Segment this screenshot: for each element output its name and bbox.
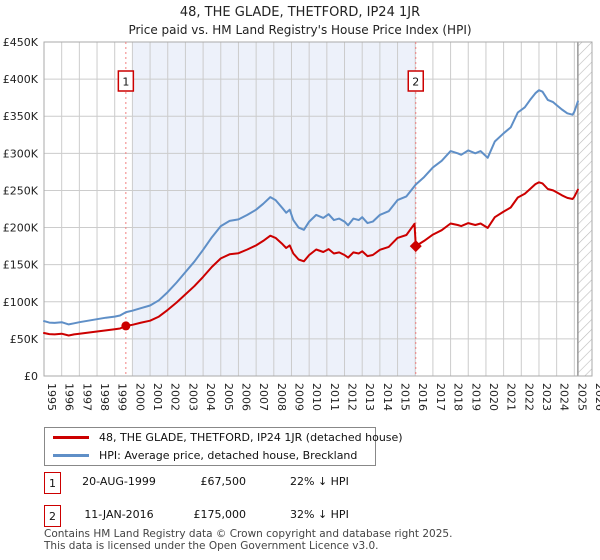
chart-legend: 48, THE GLADE, THETFORD, IP24 1JR (detac…: [44, 427, 403, 466]
sale-number-box: [117, 70, 135, 92]
y-axis-tick-label: £50K: [10, 333, 39, 346]
y-axis-tick-label: £0: [24, 370, 38, 383]
y-axis-tick-label: £250K: [3, 184, 39, 197]
x-axis-tick-label: 2003: [186, 383, 199, 411]
x-axis-tick-label: 2023: [540, 383, 553, 411]
x-axis-tick-label: 2013: [363, 383, 376, 411]
hpi-line-swatch: [53, 454, 89, 457]
transaction-1-price: £67,500: [200, 475, 247, 488]
footer-line-1: Contains HM Land Registry data © Crown c…: [44, 528, 453, 540]
x-axis-tick-label: 2004: [204, 383, 217, 411]
x-axis-tick-label: 2025: [575, 383, 588, 411]
transaction-row: 2 11-JAN-2016 £175,000 32% ↓ HPI: [0, 505, 600, 527]
y-axis-tick-label: £100K: [3, 296, 39, 309]
x-axis-tick-label: 2016: [416, 383, 429, 411]
x-axis-tick-label: 1999: [116, 383, 129, 411]
x-axis-tick-label: 2008: [275, 383, 288, 411]
footer-line-2: This data is licensed under the Open Gov…: [44, 539, 379, 552]
y-axis-tick-label: £150K: [3, 259, 39, 272]
legend-label-property: 48, THE GLADE, THETFORD, IP24 1JR (detac…: [99, 431, 403, 444]
x-axis-tick-label: 2017: [434, 383, 447, 411]
x-axis-tick-label: 2011: [328, 383, 341, 411]
x-axis-tick-label: 2021: [505, 383, 518, 411]
transaction-2-marker: 2: [44, 505, 61, 527]
y-axis-tick-label: £350K: [3, 110, 39, 123]
property-line-swatch: [53, 436, 89, 439]
x-axis-tick-label: 2001: [151, 383, 164, 411]
transaction-2-price: £175,000: [193, 508, 247, 521]
property-price-line: [43, 181, 579, 337]
transaction-row: 1 20-AUG-1999 £67,500 22% ↓ HPI: [0, 472, 600, 494]
x-axis-tick-label: 2010: [310, 383, 323, 411]
y-axis-tick-label: £300K: [3, 147, 39, 160]
transaction-2-date: 11-JAN-2016: [84, 508, 154, 521]
y-axis-tick-label: £200K: [3, 222, 39, 235]
hpi-line: [43, 89, 579, 326]
sale-2-point-marker: [409, 240, 422, 253]
legend-label-hpi: HPI: Average price, detached house, Brec…: [99, 449, 358, 462]
x-axis-tick-label: 2019: [469, 383, 482, 411]
legend-item-hpi: HPI: Average price, detached house, Brec…: [45, 448, 375, 463]
page-title: 48, THE GLADE, THETFORD, IP24 1JR: [180, 5, 420, 20]
x-axis-tick-label: 2000: [133, 383, 146, 411]
x-axis-tick-label: 2006: [239, 383, 252, 411]
x-axis-tick-label: 1998: [98, 383, 111, 411]
future-hatch-band: [577, 42, 592, 376]
x-axis-tick-label: 1995: [45, 383, 58, 411]
x-axis-tick-label: 2014: [381, 383, 394, 411]
sale-1-point-marker: [121, 321, 131, 331]
x-axis-tick-label: 2002: [169, 383, 182, 411]
plot-border: [43, 41, 593, 377]
x-axis-tick-label: 2018: [452, 383, 465, 411]
sale-number-box: [407, 70, 425, 92]
license-footer: Contains HM Land Registry data © Crown c…: [44, 528, 584, 552]
x-axis-tick-label: 2005: [222, 383, 235, 411]
legend-item-property: 48, THE GLADE, THETFORD, IP24 1JR (detac…: [45, 430, 403, 445]
plot-area: 1 2 £0 £50K £100K £150K £200K £250K £300K £350K £4…: [3, 36, 600, 411]
x-axis-tick-label: 2012: [346, 383, 359, 411]
price-history-chart: 48, THE GLADE, THETFORD, IP24 1JR Price …: [3, 5, 600, 411]
transaction-1-vs-hpi: 22% ↓ HPI: [290, 475, 349, 488]
sale-number-label: 1: [122, 76, 129, 89]
transaction-1-marker: 1: [44, 472, 61, 494]
x-axis-tick-label: 2026: [593, 383, 600, 411]
x-axis-tick-label: 1997: [80, 383, 93, 411]
y-axis-tick-label: £450K: [3, 36, 39, 49]
x-axis-tick-label: 2009: [292, 383, 305, 411]
transaction-1-date: 20-AUG-1999: [82, 475, 156, 488]
sale-number-label: 2: [412, 76, 419, 89]
chart-subtitle: Price paid vs. HM Land Registry's House …: [128, 23, 471, 37]
x-axis-tick-label: 2024: [558, 383, 571, 411]
y-axis-tick-label: £400K: [3, 73, 39, 86]
x-axis-tick-label: 2022: [522, 383, 535, 411]
x-axis-tick-label: 2020: [487, 383, 500, 411]
x-axis-tick-label: 2015: [399, 383, 412, 411]
x-axis-tick-label: 2007: [257, 383, 270, 411]
x-axis-tick-label: 1996: [63, 383, 76, 411]
transaction-2-vs-hpi: 32% ↓ HPI: [290, 508, 349, 521]
